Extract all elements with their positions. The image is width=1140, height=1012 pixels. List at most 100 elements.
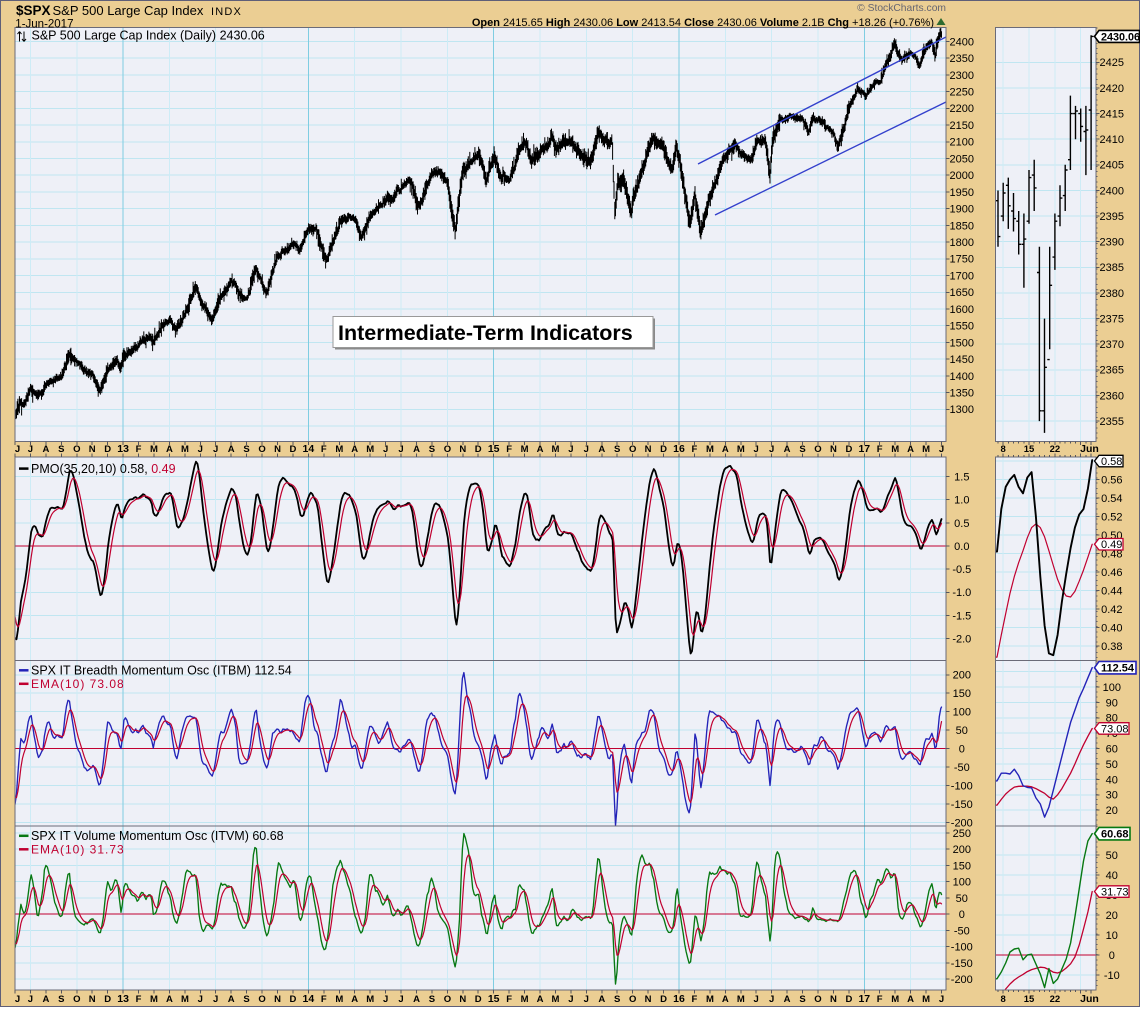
svg-text:J: J (213, 444, 218, 455)
svg-text:1650: 1650 (950, 287, 974, 299)
svg-text:16: 16 (673, 993, 685, 1005)
svg-text:A: A (784, 994, 791, 1005)
svg-text:F: F (691, 994, 697, 1005)
svg-text:INDX: INDX (211, 6, 242, 18)
svg-text:O: O (444, 994, 451, 1005)
svg-text:A: A (598, 994, 605, 1005)
svg-text:S: S (243, 994, 249, 1005)
svg-text:2150: 2150 (950, 120, 974, 132)
svg-text:150: 150 (953, 688, 971, 700)
svg-text:31.73: 31.73 (1101, 886, 1129, 898)
svg-text:15: 15 (1024, 444, 1035, 455)
svg-text:20: 20 (1106, 910, 1118, 922)
svg-text:J: J (769, 444, 774, 455)
svg-text:M: M (891, 444, 899, 455)
svg-text:1450: 1450 (950, 354, 974, 366)
svg-text:2350: 2350 (950, 53, 974, 65)
svg-text:EMA(10) 73.08: EMA(10) 73.08 (31, 677, 125, 691)
svg-text:J: J (383, 444, 388, 455)
svg-text:J: J (568, 994, 573, 1005)
svg-text:S: S (58, 994, 64, 1005)
svg-text:N: N (645, 994, 652, 1005)
svg-text:Jun: Jun (1080, 443, 1099, 455)
svg-text:D: D (660, 444, 667, 455)
svg-text:S: S (799, 994, 805, 1005)
svg-text:S: S (429, 994, 435, 1005)
svg-text:J: J (584, 994, 589, 1005)
svg-text:-200: -200 (951, 817, 973, 829)
svg-text:-50: -50 (954, 762, 970, 774)
svg-text:F: F (877, 994, 883, 1005)
svg-text:M: M (737, 994, 745, 1005)
svg-text:O: O (444, 444, 451, 455)
svg-text:M: M (521, 994, 529, 1005)
svg-text:2415: 2415 (1100, 109, 1124, 121)
svg-text:M: M (552, 444, 560, 455)
svg-text:J: J (939, 994, 944, 1005)
svg-text:F: F (136, 444, 142, 455)
svg-text:14: 14 (303, 993, 315, 1005)
svg-text:Jun: Jun (1080, 993, 1099, 1005)
svg-text:0: 0 (959, 744, 965, 756)
svg-text:M: M (335, 994, 343, 1005)
svg-text:A: A (722, 994, 729, 1005)
svg-text:A: A (42, 994, 49, 1005)
svg-text:N: N (830, 444, 837, 455)
svg-text:O: O (814, 444, 821, 455)
svg-text:M: M (181, 444, 189, 455)
svg-text:O: O (258, 994, 265, 1005)
svg-text:50: 50 (956, 893, 968, 905)
svg-text:1800: 1800 (950, 237, 974, 249)
svg-text:2000: 2000 (950, 170, 974, 182)
svg-text:A: A (413, 444, 420, 455)
svg-text:100: 100 (1103, 682, 1121, 694)
svg-text:D: D (104, 444, 111, 455)
svg-text:2400: 2400 (950, 36, 974, 48)
svg-text:M: M (922, 444, 930, 455)
svg-text:S: S (58, 444, 64, 455)
svg-text:90: 90 (1106, 697, 1118, 709)
svg-text:J: J (213, 994, 218, 1005)
svg-text:1600: 1600 (950, 304, 974, 316)
svg-text:J: J (398, 444, 403, 455)
svg-text:-1.5: -1.5 (952, 610, 971, 622)
svg-text:A: A (784, 444, 791, 455)
svg-text:0.44: 0.44 (1101, 585, 1122, 597)
svg-text:A: A (537, 444, 544, 455)
svg-text:1750: 1750 (950, 254, 974, 266)
svg-text:1900: 1900 (950, 204, 974, 216)
svg-text:2420: 2420 (1100, 83, 1124, 95)
svg-text:1700: 1700 (950, 270, 974, 282)
svg-text:A: A (166, 994, 173, 1005)
svg-text:J: J (15, 444, 20, 455)
svg-text:A: A (598, 444, 605, 455)
svg-text:60: 60 (1106, 744, 1118, 756)
svg-text:2050: 2050 (950, 153, 974, 165)
svg-text:-150: -150 (951, 958, 973, 970)
svg-text:2385: 2385 (1100, 262, 1124, 274)
svg-text:© StockCharts.com: © StockCharts.com (857, 3, 946, 14)
svg-text:40: 40 (1106, 870, 1118, 882)
svg-text:8: 8 (1001, 444, 1006, 455)
svg-text:22: 22 (1050, 444, 1061, 455)
svg-text:Open 2415.65 High 2430.06 Low: Open 2415.65 High 2430.06 Low 2413.54 Cl… (472, 17, 934, 29)
svg-text:EMA(10) 31.73: EMA(10) 31.73 (31, 843, 125, 857)
svg-text:14: 14 (303, 443, 315, 455)
svg-text:Intermediate-Term Indicators: Intermediate-Term Indicators (338, 321, 633, 345)
svg-text:M: M (150, 444, 158, 455)
svg-text:8: 8 (1001, 994, 1006, 1005)
svg-text:N: N (274, 994, 281, 1005)
svg-text:D: D (845, 444, 852, 455)
svg-text:1850: 1850 (950, 220, 974, 232)
svg-text:N: N (274, 444, 281, 455)
svg-text:40: 40 (1106, 774, 1118, 786)
svg-text:N: N (459, 994, 466, 1005)
svg-text:D: D (289, 994, 296, 1005)
svg-text:50: 50 (1106, 850, 1118, 862)
svg-text:15: 15 (1024, 994, 1035, 1005)
svg-text:2400: 2400 (1100, 185, 1124, 197)
svg-text:-10: -10 (1104, 970, 1120, 982)
svg-text:1.0: 1.0 (954, 495, 969, 507)
svg-text:S&P 500 Large Cap Index (Daily: S&P 500 Large Cap Index (Daily) 2430.06 (32, 29, 265, 43)
svg-text:2365: 2365 (1100, 365, 1124, 377)
